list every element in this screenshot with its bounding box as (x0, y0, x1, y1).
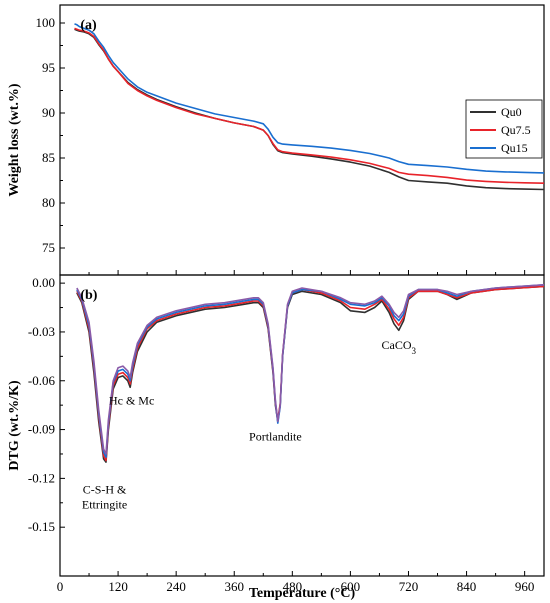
annotation-caco: CaCO3 (382, 338, 417, 356)
y-tick-label-b: -0.15 (28, 519, 55, 534)
panel-b-dtg: 0.00 -0.03 -0.06 -0.09 -0.12 -0.15 (b) DTG (w… (7, 274, 545, 577)
x-tick-label: 480 (283, 579, 303, 594)
panel-a-tag: (a) (80, 18, 97, 33)
panel-a-lines (74, 23, 545, 191)
x-tick-label: 600 (341, 579, 361, 594)
annotation-c-s-h-ettringite: C-S-H & Ettringite (82, 482, 127, 511)
panel-b-ylabel: DTG (wt.%/K) (7, 380, 22, 471)
x-axis-title: Temperature (°C) (249, 586, 356, 601)
series-line-qu15-a (74, 23, 545, 174)
annotation-hc-mc: Hc & Mc (109, 394, 154, 408)
series-line-qu7-5-a (74, 27, 545, 184)
legend-label-qu0: Qu0 (501, 105, 522, 119)
y-tick-label-b: -0.06 (28, 373, 56, 388)
panel-b-ticks: 0.00 -0.03 -0.06 -0.09 -0.12 -0.15 (28, 275, 526, 576)
x-tick-label: 120 (108, 579, 128, 594)
y-tick-label-b: -0.03 (28, 324, 55, 339)
y-tick-label-a: 100 (36, 15, 56, 30)
y-tick-label-b: 0.00 (32, 275, 55, 290)
panel-a-weight-loss: 75 80 85 90 95 100 (a) Weight loss (wt.%) Qu0… (7, 4, 545, 276)
x-tick-label: 0 (57, 579, 64, 594)
x-tick-label: 240 (166, 579, 186, 594)
panel-b-annotations: C-S-H & Ettringite Hc & Mc Portlandite CaCO3 (82, 338, 417, 511)
series-line-extra-b (76, 284, 545, 455)
legend-label-qu7-5: Qu7.5 (501, 123, 531, 137)
y-tick-label-b: -0.12 (28, 470, 55, 485)
y-tick-label-a: 95 (42, 60, 55, 75)
x-tick-label: 720 (399, 579, 419, 594)
series-line-qu15-b (76, 284, 545, 459)
annotation-portlandite: Portlandite (249, 429, 302, 443)
legend-label-qu15: Qu15 (501, 141, 528, 155)
y-tick-label-a: 90 (42, 105, 55, 120)
legend: Qu0 Qu7.5 Qu15 (465, 99, 543, 159)
series-line-qu0-b (76, 285, 545, 463)
y-tick-label-b: -0.09 (28, 422, 55, 437)
x-tick-label: 960 (515, 579, 535, 594)
y-tick-label-a: 85 (42, 150, 55, 165)
panel-a-ticks: 75 80 85 90 95 100 (36, 15, 526, 275)
panel-a-ylabel: Weight loss (wt.%) (7, 83, 22, 197)
panel-b-lines (76, 284, 545, 463)
panel-b-frame (59, 274, 545, 577)
y-tick-label-a: 80 (42, 195, 55, 210)
x-tick-labels: 0 120 240 360 480 600 720 840 960 (57, 579, 535, 594)
y-tick-label-a: 75 (42, 240, 55, 255)
series-line-qu7-5-b (76, 285, 545, 462)
panel-b-tag: (b) (80, 288, 97, 303)
x-tick-label: 360 (224, 579, 244, 594)
x-tick-label: 840 (457, 579, 477, 594)
